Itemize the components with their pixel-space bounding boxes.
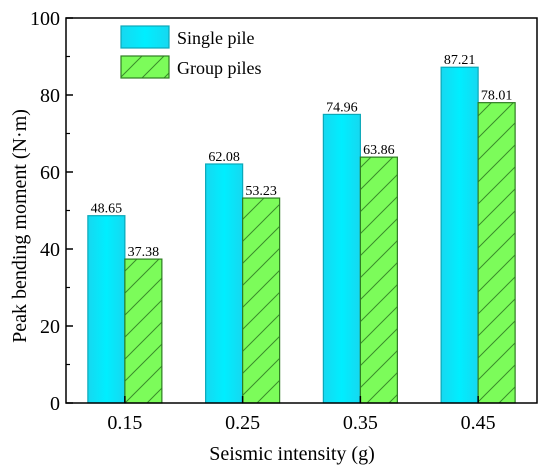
bar-value-label: 53.23	[245, 184, 277, 199]
bar-value-label: 87.21	[444, 53, 476, 68]
legend-swatch-single-pile	[120, 25, 170, 49]
bar-group-piles	[124, 258, 163, 404]
bar-single-pile	[440, 66, 479, 404]
bar-value-label: 78.01	[481, 89, 513, 104]
bar-value-label: 37.38	[128, 245, 160, 260]
bar-value-label: 62.08	[208, 150, 240, 165]
legend-label-single-pile: Single pile	[177, 28, 255, 48]
x-tick-label: 0.35	[343, 412, 378, 434]
legend-swatch-group-piles	[120, 55, 170, 79]
bar-value-label: 63.86	[363, 143, 395, 158]
bar-value-label: 74.96	[326, 100, 358, 115]
y-tick-label: 60	[40, 162, 60, 184]
axes: 0 20 40 60 80 100 0.15 0.25 0.35 0.45	[30, 8, 538, 434]
bars	[87, 66, 516, 404]
legend-label-group-piles: Group piles	[177, 58, 262, 78]
x-tick-label: 0.15	[107, 412, 142, 434]
data-labels: 48.65 37.38 62.08 53.23 74.96 63.86 87.21 78.01	[91, 53, 513, 260]
bar-single-pile	[205, 163, 244, 404]
y-tick-label: 0	[50, 393, 60, 415]
y-tick-label: 100	[30, 8, 60, 30]
legend: Single pile Group piles	[120, 25, 262, 79]
x-tick-label: 0.45	[461, 412, 496, 434]
bar-group-piles	[242, 197, 281, 404]
bar-group-piles	[359, 156, 398, 404]
y-tick-label: 40	[40, 239, 60, 261]
bar-group-piles	[477, 102, 516, 404]
bar-single-pile	[322, 113, 361, 404]
y-tick-label: 20	[40, 316, 60, 338]
y-axis-title: Peak bending moment (N·m)	[9, 109, 31, 343]
x-tick-label: 0.25	[225, 412, 260, 434]
x-axis-title: Seismic intensity (g)	[209, 443, 375, 465]
y-tick-label: 80	[40, 85, 60, 107]
bar-value-label: 48.65	[91, 202, 123, 217]
bar-single-pile	[87, 215, 126, 404]
